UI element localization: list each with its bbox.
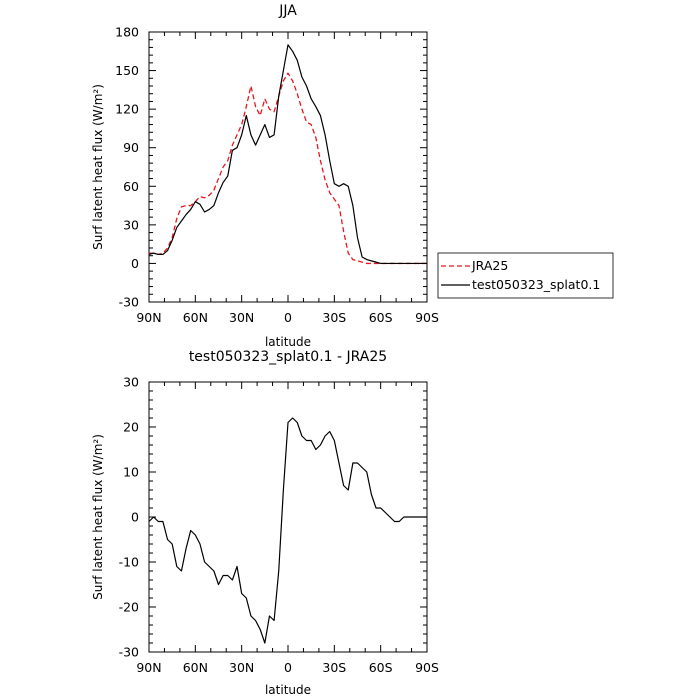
top-panel: JJA -30 0 30 60 90 120 150 180 90N 60N 30N 0 30S 60S…	[91, 3, 439, 349]
x-tick-label: 0	[284, 660, 292, 675]
x-tick-label: 60N	[183, 310, 208, 325]
x-tick-label: 90S	[415, 660, 439, 675]
x-tick-label: 30S	[322, 310, 346, 325]
bottom-y-axis-label: Surf latent heat flux (W/m²)	[91, 434, 105, 600]
top-chart-title: JJA	[278, 3, 297, 19]
x-tick-label: 0	[284, 310, 292, 325]
legend: JRA25 test050323_splat0.1	[437, 252, 614, 299]
legend-label-test: test050323_splat0.1	[472, 277, 600, 292]
y-tick-label: -30	[119, 645, 139, 660]
x-tick-label: 90S	[415, 310, 439, 325]
y-tick-label: 0	[131, 256, 139, 271]
x-tick-label: 30N	[229, 310, 254, 325]
y-tick-label: 20	[123, 420, 139, 435]
x-tick-label: 60S	[369, 310, 393, 325]
y-tick-label: 180	[115, 25, 139, 40]
top-series-line-test050323-splat0-1	[148, 44, 427, 265]
top-y-axis-label: Surf latent heat flux (W/m²)	[91, 84, 105, 250]
x-tick-label: 90N	[136, 660, 161, 675]
legend-label-jra25: JRA25	[471, 258, 508, 273]
y-tick-label: 30	[123, 217, 139, 232]
x-tick-label: 60N	[183, 660, 208, 675]
y-tick-label: 150	[115, 63, 139, 78]
y-tick-label: -30	[119, 295, 139, 310]
top-x-axis-label: latitude	[265, 335, 311, 349]
y-tick-label: -10	[119, 555, 139, 570]
legend-box	[437, 252, 614, 299]
x-tick-label: 60S	[369, 660, 393, 675]
y-tick-label: 30	[123, 375, 139, 390]
x-tick-label: 30N	[229, 660, 254, 675]
bottom-chart-title: test050323_splat0.1 - JRA25	[189, 349, 387, 365]
bottom-panel: test050323_splat0.1 - JRA25 -30 -20 -10 0 10…	[91, 349, 439, 697]
y-tick-label: 60	[123, 179, 139, 194]
x-tick-label: 90N	[136, 310, 161, 325]
y-tick-label: 120	[115, 102, 139, 117]
y-tick-label: 0	[131, 510, 139, 525]
y-tick-label: -20	[119, 600, 139, 615]
y-tick-label: 10	[123, 465, 139, 480]
top-series-line-jra25	[149, 72, 427, 265]
bottom-x-axis-label: latitude	[265, 683, 311, 697]
bottom-series-line-diff	[148, 417, 427, 644]
y-tick-label: 90	[123, 140, 139, 155]
x-tick-label: 30S	[322, 660, 346, 675]
